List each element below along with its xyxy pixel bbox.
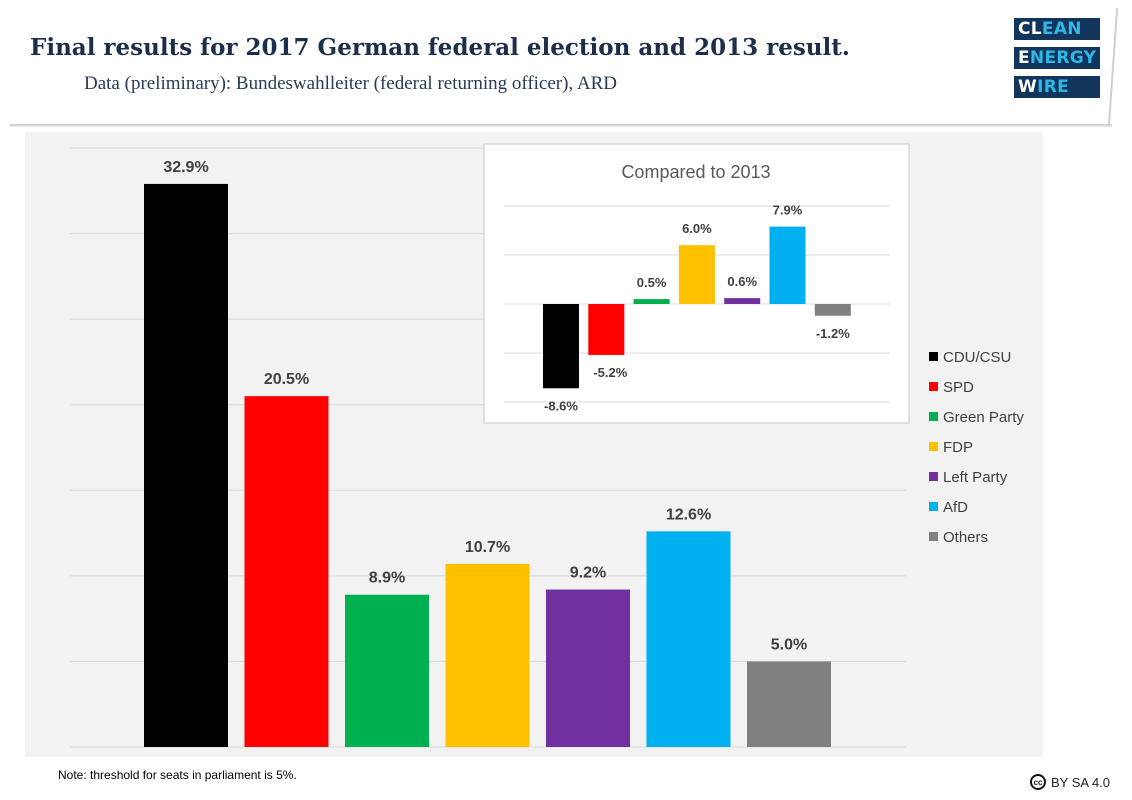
legend-swatch <box>929 442 938 451</box>
chart-subtitle: Data (preliminary): Bundeswahlleiter (fe… <box>84 73 618 94</box>
data-label: 10.7% <box>465 539 510 556</box>
inset-data-label: -8.6% <box>544 398 578 413</box>
data-label: 5.0% <box>771 636 807 653</box>
inset-bar-spd <box>588 304 625 355</box>
header-banner <box>8 0 1116 124</box>
bar-left-party <box>546 589 630 747</box>
inset-data-label: 0.6% <box>727 274 757 289</box>
legend-swatch <box>929 502 938 511</box>
legend-swatch <box>929 352 938 361</box>
data-label: 12.6% <box>666 506 711 523</box>
bar-spd <box>244 396 329 747</box>
legend-label: Green Party <box>943 409 1024 426</box>
data-label: 9.2% <box>570 565 606 582</box>
bar-fdp <box>445 563 530 747</box>
logo-line-1: CLEAN <box>1014 18 1101 40</box>
data-label: 32.9% <box>163 159 208 176</box>
cc-icon: cc <box>1030 774 1046 790</box>
legend-swatch <box>929 412 938 421</box>
inset-bar-cdu-csu <box>543 304 579 389</box>
clean-energy-wire-logo: CLEAN ENERGY WIRE <box>1014 18 1101 105</box>
inset-data-label: 0.5% <box>637 275 667 290</box>
header-divider <box>10 124 1112 127</box>
data-label: 8.9% <box>369 570 405 587</box>
chart-title: Final results for 2017 German federal el… <box>30 34 850 61</box>
inset-title: Compared to 2013 <box>621 162 770 182</box>
legend-label: AfD <box>943 499 968 516</box>
legend-label: CDU/CSU <box>943 349 1011 366</box>
inset-bar-others <box>814 304 851 316</box>
data-label: 20.5% <box>264 371 309 388</box>
bar-green-party <box>345 594 429 747</box>
bar-cdu-csu <box>144 183 228 747</box>
inset-bar-fdp <box>678 245 715 304</box>
inset-bar-green-party <box>633 299 670 304</box>
legend-swatch <box>929 532 938 541</box>
license: cc BY SA 4.0 <box>1030 774 1110 790</box>
inset-data-label: -1.2% <box>816 326 850 341</box>
legend-label: FDP <box>943 439 973 456</box>
bar-afd <box>646 531 731 747</box>
inset-data-label: 7.9% <box>773 203 803 218</box>
inset-bar-afd <box>769 226 806 304</box>
legend-label: Others <box>943 529 988 546</box>
logo-line-3: WIRE <box>1014 76 1101 98</box>
legend-label: SPD <box>943 379 974 396</box>
license-text: BY SA 4.0 <box>1051 774 1111 790</box>
bar-others <box>747 661 831 747</box>
footnote: Note: threshold for seats in parliament … <box>58 768 297 782</box>
inset-data-label: 6.0% <box>682 221 712 236</box>
inset-data-label: -5.2% <box>593 365 627 380</box>
logo-line-2: ENERGY <box>1014 47 1101 69</box>
legend-label: Left Party <box>943 469 1008 486</box>
legend-swatch <box>929 472 938 481</box>
legend-swatch <box>929 382 938 391</box>
inset-bar-left-party <box>724 298 761 304</box>
